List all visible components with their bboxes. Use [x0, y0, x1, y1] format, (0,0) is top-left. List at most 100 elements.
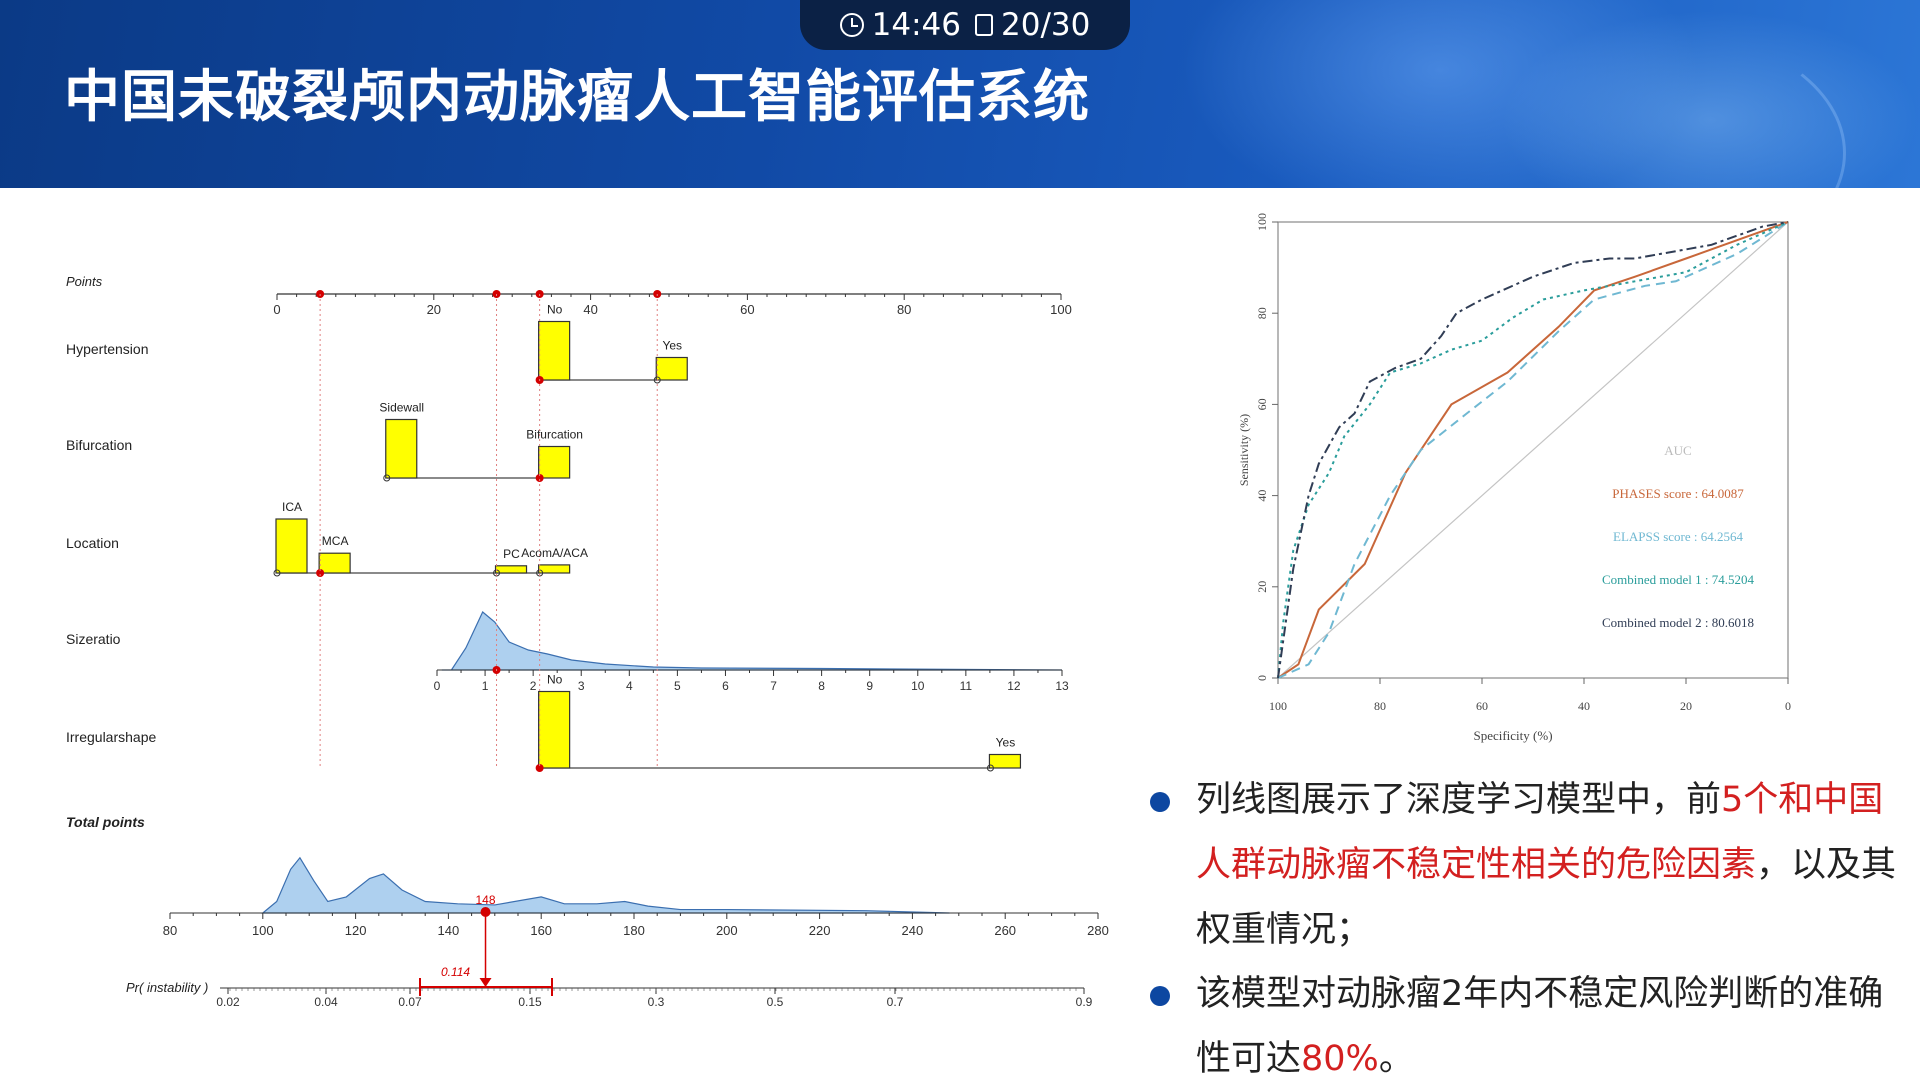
tick-label: 40 — [583, 302, 597, 317]
plot-frame — [1277, 221, 1789, 679]
level-label: AcomA/ACA — [521, 546, 588, 560]
tick-label: 0.7 — [887, 995, 904, 1009]
probability-arrow — [479, 978, 492, 987]
selected-level-marker — [535, 474, 544, 482]
level-label: PC — [503, 547, 520, 561]
level-point — [986, 764, 994, 772]
tick-label: 160 — [530, 923, 552, 938]
tick-label: 80 — [163, 923, 177, 938]
legend-entry: Combined model 2 : 80.6018 — [1602, 615, 1754, 630]
bullet-point-2: 该模型对动脉瘤2年内不稳定风险判断的准确性可达80%。 — [1150, 962, 1910, 1092]
level-label: Yes — [996, 736, 1016, 750]
level-bar — [538, 690, 571, 769]
level-label: Yes — [662, 339, 682, 353]
bullet-text-part: 该模型对动脉瘤2年内不稳定风险判断的准确性可达 — [1196, 974, 1884, 1079]
x-tick-label: 0 — [1785, 699, 1791, 713]
x-tick-label: 40 — [1578, 699, 1590, 713]
y-tick-label: 20 — [1255, 581, 1269, 593]
tick-label: 220 — [809, 923, 831, 938]
legend-entry: PHASES score : 64.0087 — [1612, 486, 1744, 501]
level-label: No — [547, 303, 563, 317]
tick-label: 8 — [818, 679, 825, 693]
tick-label: 20 — [427, 302, 441, 317]
variable-label: Hypertension — [66, 341, 149, 357]
bullet-text-highlight: 5个和中国人群动脉瘤不稳定性相关的危险因素 — [1196, 780, 1884, 885]
y-tick-label: 80 — [1255, 307, 1269, 319]
level-bar — [494, 565, 528, 574]
y-axis-label: Sensitivity (%) — [1237, 414, 1251, 486]
tick-label: 11 — [960, 679, 973, 693]
y-tick-label: 0 — [1255, 675, 1269, 681]
tick-label: 2 — [530, 679, 537, 693]
roc-chart: 0 20 40 60 80 100 100 80 60 40 20 0 Specificity (%) S… — [1237, 213, 1791, 743]
tick-label: 12 — [1007, 679, 1021, 693]
selected-level-marker — [535, 764, 544, 772]
bullet-text: 列线图展示了深度学习模型中，前5个和中国人群动脉瘤不稳定性相关的危险因素，以及其… — [1196, 768, 1910, 963]
tick-label: 0.07 — [398, 995, 422, 1009]
tick-label: 6 — [722, 679, 729, 693]
tick-label: 60 — [740, 302, 754, 317]
tick-label: 0.5 — [767, 995, 784, 1009]
level-label: ICA — [282, 500, 302, 514]
tick-label: 140 — [438, 923, 460, 938]
level-bar — [538, 320, 571, 381]
level-point — [273, 569, 281, 577]
bullet-dot — [1150, 986, 1170, 1006]
bullet-text-highlight: 80% — [1301, 1039, 1379, 1079]
tick-label: 3 — [578, 679, 585, 693]
probability-value: 0.114 — [441, 965, 470, 979]
tick-label: 0.15 — [518, 995, 542, 1009]
level-bar — [538, 564, 571, 574]
y-tick-label: 100 — [1255, 213, 1269, 231]
level-bar — [385, 418, 418, 479]
roc-series-line — [1277, 221, 1789, 679]
bullet-text: 该模型对动脉瘤2年内不稳定风险判断的准确性可达80%。 — [1196, 962, 1910, 1092]
tick-label: 0.9 — [1076, 995, 1093, 1009]
bullet-text-part: 。 — [1378, 1039, 1414, 1079]
level-label: MCA — [322, 534, 349, 548]
level-bar — [275, 518, 308, 574]
level-label: Sidewall — [379, 401, 424, 415]
x-axis-label: Specificity (%) — [1473, 728, 1552, 743]
variable-label: Location — [66, 535, 119, 551]
x-tick-label: 20 — [1680, 699, 1692, 713]
tick-label: 240 — [902, 923, 924, 938]
variable-label: Bifurcation — [66, 437, 132, 453]
legend-title: AUC — [1664, 443, 1691, 458]
legend-entry: Combined model 1 : 74.5204 — [1602, 572, 1755, 587]
level-label: Bifurcation — [526, 428, 583, 442]
tick-label: 7 — [770, 679, 777, 693]
bullet-dot — [1150, 792, 1170, 812]
tick-label: 200 — [716, 923, 738, 938]
tick-label: 280 — [1087, 923, 1109, 938]
level-point — [653, 376, 661, 384]
variable-label: Sizeratio — [66, 631, 121, 647]
page-icon — [975, 14, 993, 36]
level-bar — [988, 753, 1022, 769]
level-bar — [538, 445, 571, 479]
tick-label: 9 — [866, 679, 873, 693]
tick-label: 260 — [994, 923, 1016, 938]
selected-level-marker — [316, 569, 325, 577]
tick-label: 10 — [911, 679, 925, 693]
page-title: 中国未破裂颅内动脉瘤人工智能评估系统 — [64, 65, 1090, 130]
reference-diagonal — [1277, 221, 1789, 679]
tick-label: 180 — [623, 923, 645, 938]
tick-label: 4 — [626, 679, 633, 693]
axis-label: Pr( instability ) — [126, 980, 208, 995]
tick-label: 120 — [345, 923, 367, 938]
tick-label: 80 — [897, 302, 911, 317]
tick-label: 0.02 — [216, 995, 240, 1009]
density-curve — [441, 611, 1063, 671]
tick-label: 0 — [273, 302, 280, 317]
page-counter: 20/30 — [1001, 7, 1091, 43]
tick-label: 1 — [482, 679, 489, 693]
presentation-timer: 14:46 20/30 — [800, 0, 1130, 50]
total-points-value: 148 — [476, 893, 496, 907]
level-bar — [318, 552, 351, 574]
tick-label: 100 — [252, 923, 274, 938]
variable-label: Irregularshape — [66, 729, 156, 745]
total-points-marker — [480, 907, 491, 917]
level-point — [383, 474, 391, 482]
